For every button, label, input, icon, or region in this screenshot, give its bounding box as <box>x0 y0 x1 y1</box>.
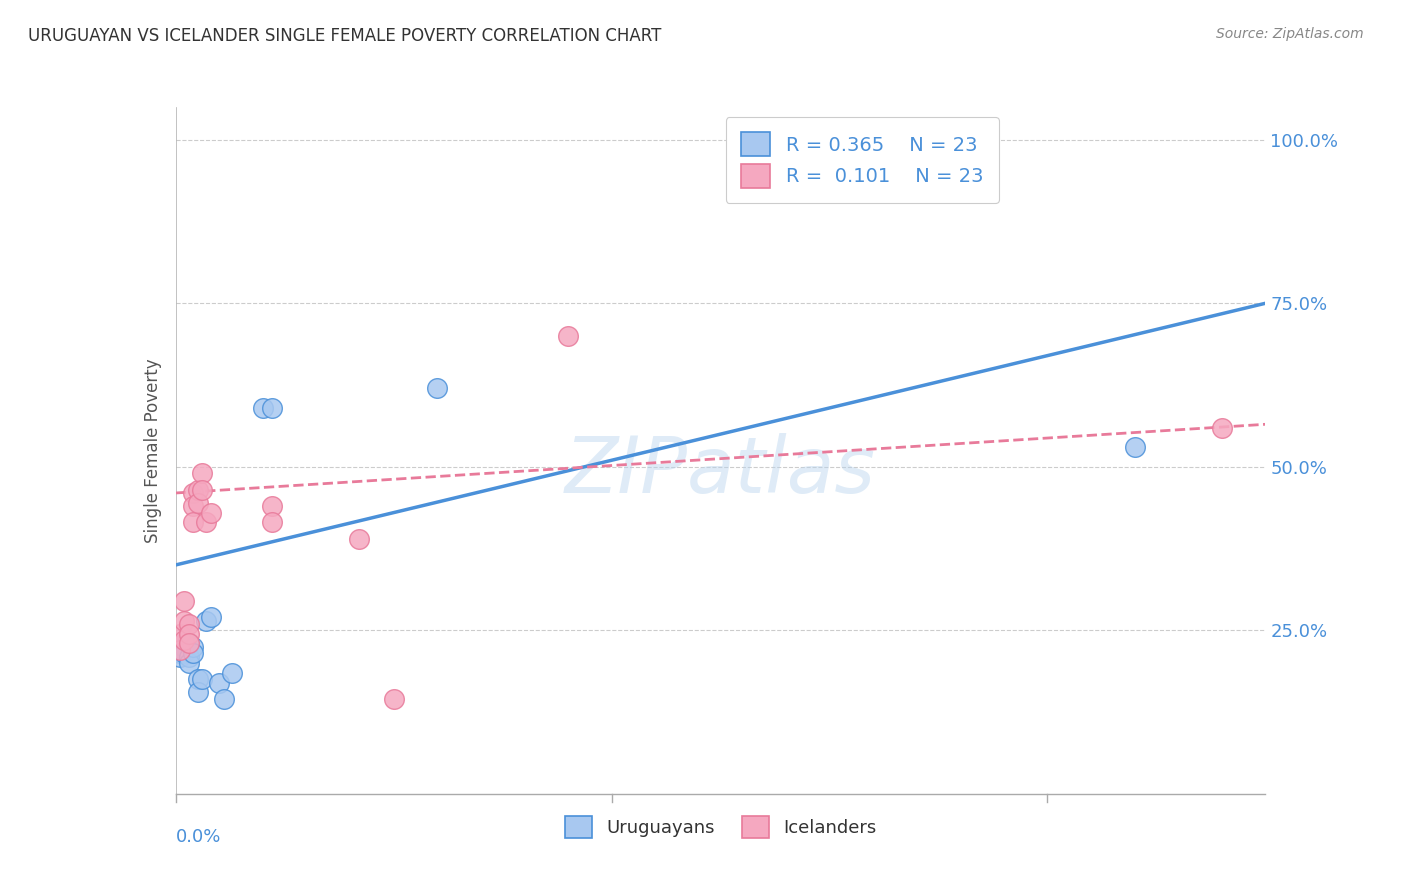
Point <box>177 656 200 670</box>
Y-axis label: Single Female Poverty: Single Female Poverty <box>143 359 162 542</box>
Point <box>252 401 274 415</box>
Legend: Uruguayans, Icelanders: Uruguayans, Icelanders <box>555 806 886 847</box>
Point <box>173 636 195 650</box>
Point <box>181 499 204 513</box>
Point <box>195 516 218 530</box>
Point <box>173 640 195 654</box>
Text: 0.0%: 0.0% <box>176 828 221 847</box>
Point <box>557 329 579 343</box>
Point <box>177 636 200 650</box>
Point <box>169 643 191 657</box>
Point <box>1123 440 1146 454</box>
Point <box>191 673 214 687</box>
Text: URUGUAYAN VS ICELANDER SINGLE FEMALE POVERTY CORRELATION CHART: URUGUAYAN VS ICELANDER SINGLE FEMALE POV… <box>28 27 661 45</box>
Point <box>177 649 200 664</box>
Text: ZIPatlas: ZIPatlas <box>565 433 876 509</box>
Point <box>177 636 200 650</box>
Point <box>200 610 222 624</box>
Point <box>173 594 195 608</box>
Point <box>426 381 449 395</box>
Point <box>186 673 209 687</box>
Point <box>177 626 200 640</box>
Point <box>181 640 204 654</box>
Point <box>347 532 370 546</box>
Point <box>221 665 243 680</box>
Point <box>191 483 214 497</box>
Point <box>169 649 191 664</box>
Point <box>260 499 283 513</box>
Point <box>173 646 195 660</box>
Point <box>173 633 195 648</box>
Point <box>177 616 200 631</box>
Point <box>260 516 283 530</box>
Point <box>212 692 235 706</box>
Point <box>169 643 191 657</box>
Point <box>382 692 405 706</box>
Point <box>186 483 209 497</box>
Point <box>1211 420 1233 434</box>
Point <box>260 401 283 415</box>
Point <box>191 467 214 481</box>
Point <box>195 614 218 628</box>
Point <box>200 506 222 520</box>
Point <box>173 614 195 628</box>
Point <box>181 516 204 530</box>
Text: Source: ZipAtlas.com: Source: ZipAtlas.com <box>1216 27 1364 41</box>
Point <box>186 685 209 699</box>
Point <box>169 626 191 640</box>
Point <box>181 486 204 500</box>
Point <box>169 646 191 660</box>
Point <box>208 675 231 690</box>
Point <box>181 646 204 660</box>
Point <box>186 496 209 510</box>
